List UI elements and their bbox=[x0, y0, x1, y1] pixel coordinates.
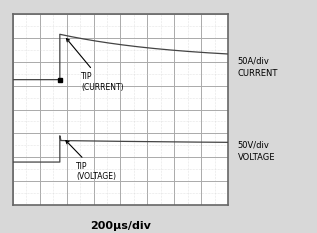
Text: TIP
(CURRENT): TIP (CURRENT) bbox=[67, 39, 124, 92]
Text: TIP
(VOLTAGE): TIP (VOLTAGE) bbox=[66, 140, 116, 182]
Text: 200μs/div: 200μs/div bbox=[90, 221, 151, 231]
Text: 50V/div
VOLTAGE: 50V/div VOLTAGE bbox=[238, 141, 275, 162]
Text: 50A/div
CURRENT: 50A/div CURRENT bbox=[238, 57, 278, 78]
